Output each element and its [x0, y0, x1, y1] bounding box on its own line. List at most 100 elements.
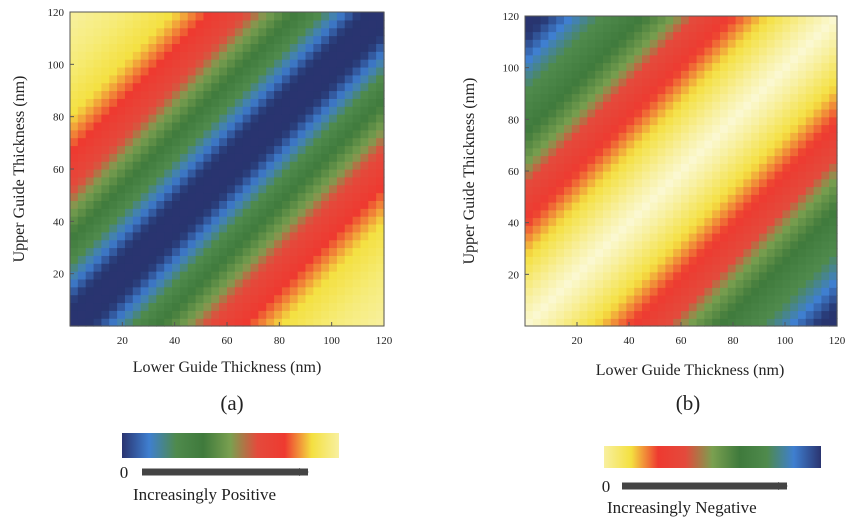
heatmap-cell — [281, 145, 291, 154]
heatmap-cell — [352, 263, 362, 272]
heatmap-cell — [274, 114, 283, 123]
heatmap-cell — [203, 129, 212, 139]
heatmap-cell — [556, 93, 565, 102]
heatmap-cell — [712, 202, 721, 211]
heatmap-cell — [829, 302, 838, 312]
heatmap-cell — [93, 208, 102, 217]
heatmap-cell — [751, 140, 760, 149]
heatmap-cell — [548, 78, 557, 87]
heatmap-cell — [77, 121, 87, 131]
heatmap-cell — [336, 184, 346, 194]
heatmap-cell — [234, 223, 244, 233]
heatmap-cell — [603, 140, 612, 149]
heatmap-cell — [124, 294, 134, 304]
heatmap-cell — [556, 240, 565, 250]
heatmap-cell — [751, 101, 760, 110]
heatmap-cell — [211, 271, 220, 280]
heatmap-cell — [148, 19, 157, 29]
heatmap-cell — [305, 200, 314, 209]
heatmap-cell — [148, 145, 157, 154]
heatmap-cell — [172, 176, 181, 186]
heatmap-cell — [673, 225, 682, 234]
heatmap-cell — [595, 78, 604, 87]
heatmap-cell — [696, 287, 705, 296]
heatmap-cell — [798, 101, 807, 110]
heatmap-cell — [227, 90, 236, 99]
heatmap-cell — [681, 31, 690, 40]
heatmap-cell — [164, 208, 173, 217]
heatmap-cell — [532, 23, 542, 33]
heatmap-cell — [344, 208, 354, 217]
heatmap-cell — [242, 153, 252, 162]
heatmap-cell — [77, 98, 87, 107]
heatmap-cell — [211, 145, 220, 154]
heatmap-cell — [360, 263, 369, 272]
heatmap-cell — [735, 147, 744, 157]
heatmap-cell — [564, 233, 573, 242]
heatmap-cell — [148, 161, 157, 170]
heatmap-cell — [93, 200, 102, 209]
heatmap-cell — [313, 310, 322, 319]
heatmap-cell — [234, 114, 244, 123]
heatmap-cell — [101, 255, 110, 264]
heatmap-cell — [187, 169, 197, 178]
heatmap-cell — [813, 271, 822, 281]
heatmap-cell — [148, 184, 157, 194]
heatmap-cell — [70, 223, 79, 233]
heatmap-cell — [626, 209, 635, 219]
heatmap-cell — [595, 271, 604, 281]
heatmap-cell — [603, 101, 612, 110]
heatmap-cell — [140, 200, 150, 209]
heatmap-cell — [258, 286, 267, 296]
heatmap-cell — [164, 255, 173, 264]
heatmap-cell — [610, 318, 620, 327]
heatmap-cell — [688, 256, 698, 265]
heatmap-cell — [140, 278, 150, 288]
heatmap-cell — [242, 19, 252, 29]
heatmap-cell — [735, 310, 744, 319]
heatmap-cell — [250, 302, 259, 311]
heatmap-cell — [774, 217, 783, 226]
heatmap-cell — [735, 233, 744, 242]
heatmap-cell — [376, 66, 385, 76]
heatmap-cell — [227, 231, 236, 241]
heatmap-cell — [368, 106, 377, 115]
heatmap-cell — [140, 286, 150, 296]
heatmap-cell — [211, 239, 220, 249]
heatmap-cell — [720, 279, 729, 288]
heatmap-cell — [751, 85, 760, 95]
heatmap-cell — [148, 169, 157, 178]
heatmap-cell — [109, 137, 118, 147]
heatmap-cell — [321, 294, 330, 304]
heatmap-cell — [85, 318, 95, 327]
heatmap-cell — [556, 155, 565, 164]
heatmap-cell — [70, 200, 79, 209]
heatmap-cell — [70, 286, 79, 296]
heatmap-cell — [140, 82, 150, 92]
heatmap-cell — [352, 169, 362, 178]
heatmap-cell — [124, 74, 134, 84]
heatmap-cell — [164, 106, 173, 115]
heatmap-cell — [274, 153, 283, 162]
heatmap-cell — [195, 239, 205, 249]
heatmap-cell — [587, 256, 596, 265]
heatmap-cell — [179, 106, 189, 115]
heatmap-cell — [227, 82, 236, 92]
heatmap-cell — [595, 16, 604, 25]
heatmap-cell — [227, 153, 236, 162]
heatmap-cell — [85, 294, 95, 304]
heatmap-cell — [766, 264, 776, 273]
heatmap-cell — [258, 35, 267, 44]
heatmap-cell — [329, 192, 338, 201]
heatmap-cell — [712, 271, 721, 281]
heatmap-cell — [696, 318, 705, 327]
heatmap-cell — [179, 27, 189, 37]
heatmap-cell — [376, 121, 385, 131]
heatmap-cell — [548, 163, 557, 172]
heatmap-cell — [329, 82, 338, 92]
heatmap-cell — [532, 233, 542, 242]
heatmap-cell — [156, 137, 165, 147]
heatmap-cell — [227, 121, 236, 131]
heatmap-cell — [297, 263, 307, 272]
heatmap-cell — [305, 278, 314, 288]
